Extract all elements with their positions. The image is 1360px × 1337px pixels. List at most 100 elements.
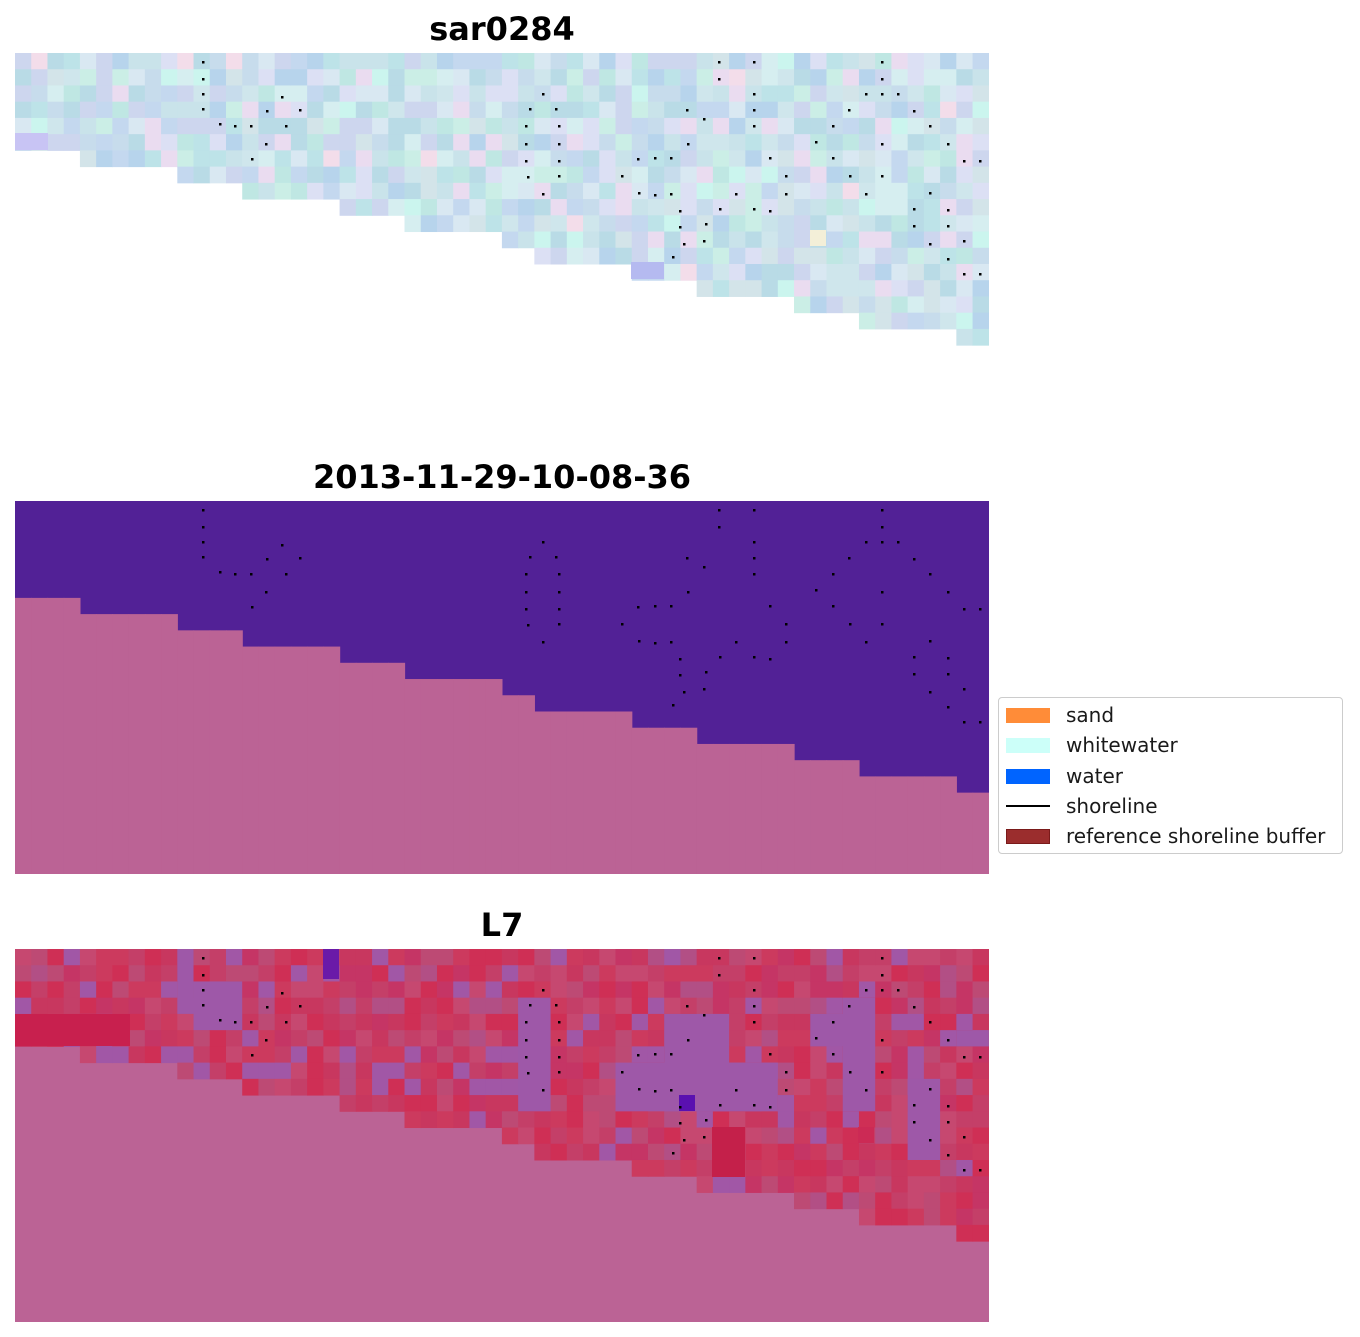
pixel-cell — [940, 231, 957, 249]
pixel-cell — [907, 215, 925, 233]
shoreline-point — [687, 1039, 690, 1042]
pixel-cell — [745, 134, 763, 151]
shoreline-point — [555, 556, 558, 559]
pixel-cell — [550, 1095, 568, 1112]
pixel-cell — [794, 263, 811, 281]
pixel-cell — [664, 166, 681, 184]
pixel-cell — [566, 199, 584, 216]
pixel-cell — [274, 69, 292, 86]
pixel-cell — [534, 134, 552, 151]
pixel-cell — [940, 1095, 957, 1112]
shoreline-point — [558, 125, 561, 128]
pixel-cell — [550, 85, 568, 103]
pixel-cell — [761, 743, 779, 874]
shoreline-point — [881, 623, 884, 626]
pixel-cell — [290, 1046, 308, 1064]
pixel-cell — [664, 949, 681, 966]
pixel-cell — [177, 166, 195, 184]
pixel-cell — [225, 85, 243, 103]
pixel-cell — [842, 117, 860, 135]
pixel-cell — [615, 949, 633, 966]
pixel-cell — [599, 1111, 617, 1129]
pixel-cell — [112, 965, 130, 982]
pixel-cell — [534, 231, 552, 249]
pixel-cell — [923, 776, 941, 874]
pixel-cell — [940, 1030, 957, 1047]
pixel-cell — [599, 166, 617, 184]
pixel-cell — [631, 247, 649, 265]
pixel-cell — [794, 1046, 811, 1064]
pixel-cell — [225, 134, 243, 151]
pixel-cell — [761, 1143, 779, 1161]
pixel-cell — [469, 215, 487, 233]
shoreline-point — [785, 175, 788, 178]
pixel-cell — [355, 166, 373, 184]
pixel-cell — [794, 69, 811, 86]
pixel-cell — [566, 997, 584, 1015]
pixel-cell — [534, 1127, 552, 1145]
pixel-cell — [794, 981, 811, 999]
shoreline-point — [219, 571, 222, 574]
pixel-cell — [372, 134, 389, 151]
pixel-cell — [501, 1111, 519, 1129]
pixel-cell — [112, 614, 130, 874]
pixel-cell — [810, 150, 827, 168]
pixel-cell — [923, 53, 941, 70]
pixel-cell — [566, 1143, 584, 1161]
pixel-cell — [664, 727, 682, 874]
legend-label-reference-shoreline-buffer: reference shoreline buffer — [1066, 824, 1326, 848]
pixel-cell — [404, 199, 422, 216]
pixel-cell — [372, 1095, 389, 1112]
pixel-cell — [566, 53, 584, 70]
pixel-cell — [810, 69, 827, 86]
pixel-cell — [923, 150, 941, 168]
pixel-cell — [696, 1159, 714, 1177]
pixel-cell — [680, 117, 698, 135]
pixel-cell — [15, 133, 48, 150]
pixel-cell — [907, 981, 925, 999]
pixel-cell — [615, 69, 633, 86]
pixel-cell — [680, 1127, 698, 1145]
pixel-cell — [923, 263, 941, 281]
pixel-cell — [339, 949, 357, 966]
pixel-cell — [436, 199, 454, 216]
shoreline-point — [832, 605, 835, 608]
pixel-cell — [875, 1095, 892, 1112]
pixel-cell — [858, 280, 876, 297]
pixel-cell — [858, 965, 876, 982]
pixel-cell — [436, 1030, 454, 1047]
shoreline-point — [979, 1169, 982, 1172]
pixel-cell — [258, 949, 276, 966]
pixel-cell — [31, 69, 48, 86]
pixel-cell — [826, 981, 844, 999]
pixel-cell — [729, 981, 746, 999]
pixel-cell — [193, 150, 211, 168]
pixel-cell — [161, 1013, 178, 1031]
pixel-cell — [79, 965, 97, 982]
pixel-cell — [501, 981, 519, 999]
pixel-cell — [615, 101, 633, 119]
pixel-cell — [96, 101, 113, 119]
pixel-cell — [274, 1046, 292, 1064]
pixel-cell — [388, 117, 406, 135]
pixel-cell — [842, 134, 860, 151]
pixel-cell — [518, 166, 535, 184]
shoreline-point — [785, 641, 788, 644]
shoreline-point — [638, 192, 641, 195]
pixel-cell — [534, 1111, 552, 1129]
pixel-cell — [761, 117, 779, 135]
pixel-cell — [712, 117, 730, 135]
pixel-cell — [307, 150, 324, 168]
pixel-cell — [177, 85, 195, 103]
pixel-cell — [956, 69, 974, 86]
pixel-cell — [940, 997, 957, 1015]
pixel-cell — [550, 247, 568, 265]
shoreline-point — [865, 989, 868, 992]
pixel-cell — [242, 69, 259, 86]
shoreline-point — [947, 706, 950, 709]
shoreline-point — [881, 93, 884, 96]
pixel-cell — [680, 53, 698, 70]
pixel-cell — [550, 69, 568, 86]
pixel-cell — [891, 312, 909, 330]
pixel-cell — [63, 53, 81, 70]
